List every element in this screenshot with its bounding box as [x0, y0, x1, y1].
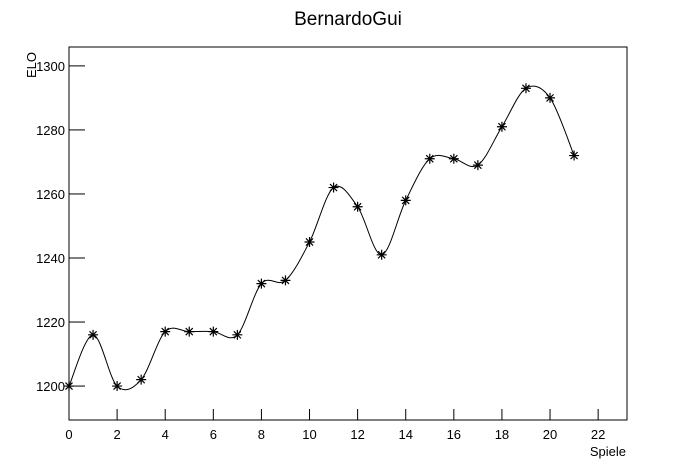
marker [472, 160, 483, 171]
marker [545, 92, 556, 103]
marker [424, 153, 435, 164]
x-tick-label: 4 [162, 427, 169, 442]
marker [496, 121, 507, 132]
marker [160, 326, 171, 337]
marker [184, 326, 195, 337]
y-tick-label: 1300 [36, 59, 65, 74]
marker [520, 83, 531, 94]
marker [328, 182, 339, 193]
y-tick-label: 1260 [36, 187, 65, 202]
marker [88, 329, 99, 340]
x-tick-label: 10 [302, 427, 316, 442]
x-tick-label: 18 [495, 427, 509, 442]
marker [256, 278, 267, 289]
marker [280, 275, 291, 286]
x-tick-label: 6 [210, 427, 217, 442]
line [68, 85, 575, 391]
x-tick-label: 20 [543, 427, 557, 442]
x-tick-label: 0 [65, 427, 72, 442]
y-tick-label: 1220 [36, 315, 65, 330]
marker [208, 326, 219, 337]
x-tick-label: 22 [591, 427, 605, 442]
marker [304, 236, 315, 247]
marker [136, 374, 147, 385]
y-axis-title: ELO [24, 52, 39, 78]
y-tick-label: 1240 [36, 251, 65, 266]
marker [400, 195, 411, 206]
x-axis-title: Spiele [590, 444, 626, 459]
marker [448, 153, 459, 164]
x-tick-label: 14 [398, 427, 412, 442]
x-tick-label: 16 [447, 427, 461, 442]
marker [376, 249, 387, 260]
x-tick-label: 12 [350, 427, 364, 442]
chart-title: BernardoGui [294, 9, 402, 30]
marker [64, 381, 74, 392]
marker [569, 150, 580, 161]
marker [352, 201, 363, 212]
x-tick-label: 2 [113, 427, 120, 442]
y-tick-label: 1280 [36, 123, 65, 138]
plot-frame [68, 46, 628, 421]
marker [232, 329, 243, 340]
y-tick-label: 1200 [36, 379, 65, 394]
marker [112, 381, 123, 392]
x-tick-label: 8 [258, 427, 265, 442]
